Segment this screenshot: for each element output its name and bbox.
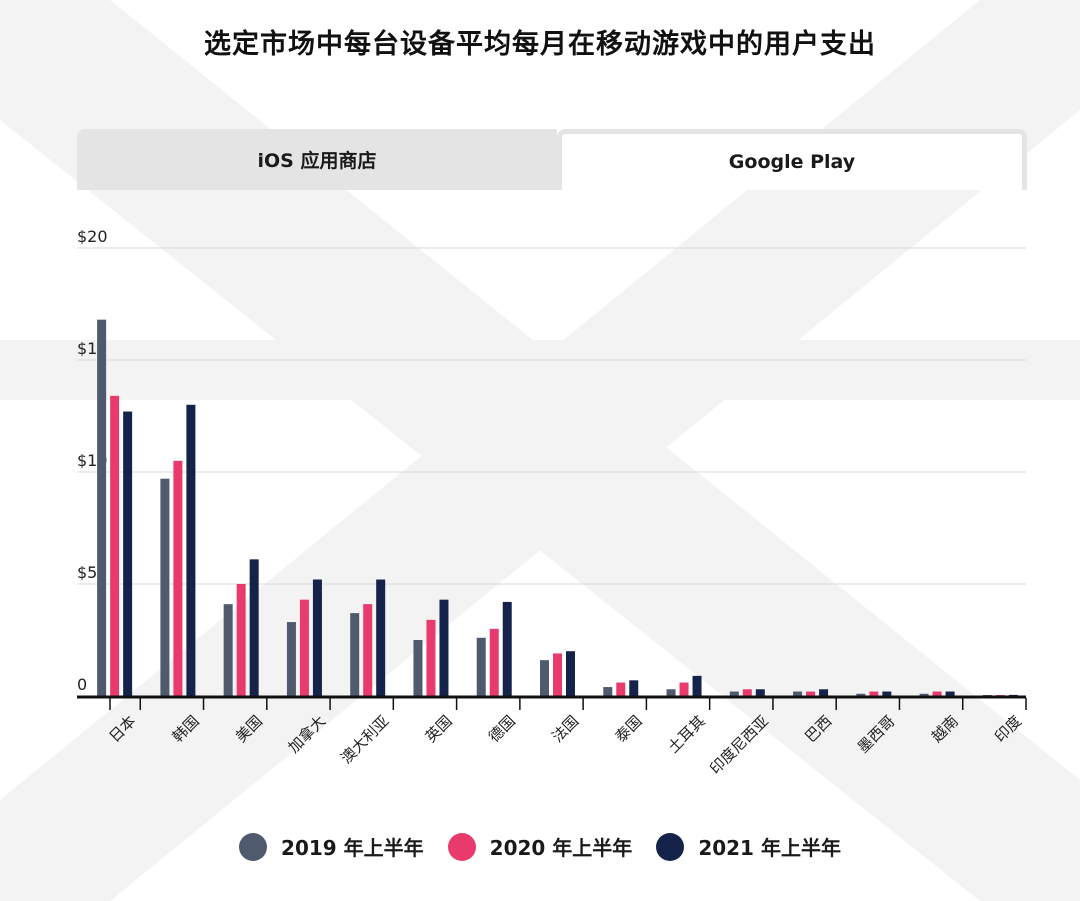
bar-8-0: [603, 687, 613, 696]
bar-10-2: [755, 689, 765, 696]
bar-4-2: [376, 579, 386, 696]
legend-label-2020: 2020 年上半年: [489, 836, 633, 860]
bar-12-2: [882, 691, 892, 696]
x-tick-label-6: 德国: [485, 712, 519, 746]
bar-3-2: [312, 579, 322, 696]
bar-13-0: [919, 693, 929, 696]
bar-7-0: [540, 660, 549, 696]
bar-1-0: [160, 478, 170, 696]
y-tick-label-5: $5: [77, 563, 97, 582]
bar-0-1: [110, 395, 120, 696]
bar-0-0: [97, 319, 107, 696]
bar-10-0: [729, 691, 739, 696]
bar-1-2: [186, 404, 196, 696]
bar-5-2: [439, 599, 449, 696]
legend-label-2021: 2021 年上半年: [698, 836, 841, 860]
bar-3-0: [286, 622, 296, 696]
x-tick-label-9: 土耳其: [664, 712, 709, 757]
bar-9-1: [679, 682, 689, 696]
bar-6-0: [476, 637, 486, 696]
bar-1-1: [173, 460, 183, 696]
legend-label-2019: 2019 年上半年: [281, 836, 424, 860]
bar-2-0: [223, 604, 233, 696]
bar-9-0: [666, 689, 676, 696]
bar-13-2: [945, 691, 955, 696]
bar-11-0: [793, 691, 803, 696]
x-tick-label-10: 印度尼西亚: [706, 712, 772, 778]
y-tick-label-20: $20: [77, 227, 108, 246]
bar-0-2: [123, 411, 133, 696]
bar-12-0: [856, 693, 866, 696]
bar-2-2: [249, 559, 259, 696]
tab-google-play[interactable]: Google Play: [557, 129, 1027, 190]
bar-7-2: [566, 651, 575, 696]
bar-4-1: [363, 604, 373, 696]
legend-item-2019: 2019 年上半年: [239, 832, 424, 861]
bar-8-2: [629, 680, 639, 696]
platform-tabs: iOS 应用商店 Google Play: [77, 129, 1027, 190]
bar-14-2: [1008, 694, 1018, 696]
legend-item-2020: 2020 年上半年: [447, 832, 633, 861]
bar-5-1: [426, 619, 436, 696]
bar-11-1: [806, 691, 816, 696]
x-tick-label-4: 澳大利亚: [337, 712, 392, 767]
x-tick-label-11: 巴西: [801, 712, 835, 746]
legend-swatch-2020: [447, 832, 476, 861]
bar-11-2: [819, 689, 829, 696]
bar-2-1: [236, 584, 246, 696]
tab-ios-app-store[interactable]: iOS 应用商店: [77, 129, 557, 190]
bar-8-1: [616, 682, 626, 696]
x-tick-label-2: 美国: [232, 712, 266, 746]
x-tick-label-5: 英国: [422, 712, 456, 746]
chart-title: 选定市场中每台设备平均每月在移动游戏中的用户支出: [204, 29, 876, 60]
x-tick-label-0: 日本: [105, 712, 139, 746]
bar-13-1: [932, 691, 942, 696]
x-tick-label-14: 印度: [991, 712, 1025, 746]
x-tick-label-3: 加拿大: [285, 712, 330, 757]
bar-3-1: [299, 599, 309, 696]
legend-swatch-2019: [239, 832, 268, 861]
legend-swatch-2021: [656, 832, 685, 861]
bar-4-0: [350, 613, 360, 696]
bar-7-1: [553, 653, 562, 696]
bar-12-1: [869, 691, 879, 696]
x-tick-label-13: 越南: [928, 712, 962, 746]
bar-10-1: [742, 689, 752, 696]
bar-9-2: [692, 675, 702, 696]
x-tick-label-12: 墨西哥: [854, 712, 899, 757]
legend-item-2021: 2021 年上半年: [656, 832, 841, 861]
y-tick-label-0: 0: [77, 675, 87, 694]
x-tick-label-8: 泰国: [612, 712, 646, 746]
legend: 2019 年上半年 2020 年上半年 2021 年上半年: [0, 832, 1080, 861]
x-tick-label-7: 法国: [548, 712, 582, 746]
bar-6-2: [502, 601, 512, 696]
bar-5-0: [413, 640, 423, 696]
bar-6-1: [489, 628, 499, 696]
x-tick-label-1: 韩国: [169, 712, 203, 746]
